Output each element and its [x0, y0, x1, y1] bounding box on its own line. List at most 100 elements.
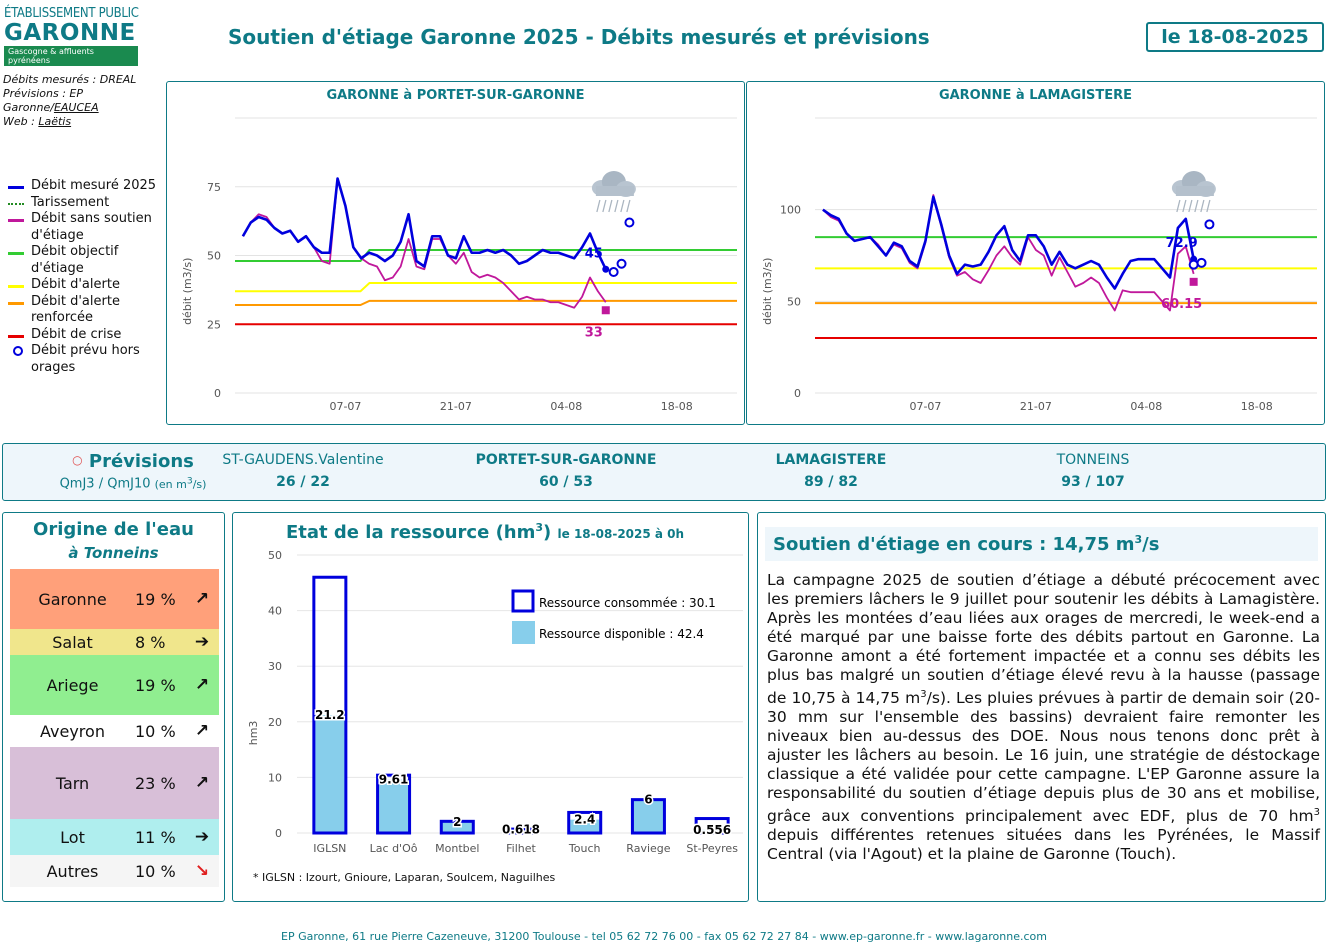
- trend-arrow-icon: ↘: [194, 861, 210, 881]
- source-prev: Prévisions : EP: [3, 87, 83, 100]
- y-tick-label: 30: [268, 660, 282, 673]
- x-tick-label: 18-08: [661, 400, 693, 413]
- x-tick-label: 21-07: [440, 400, 472, 413]
- trend-arrow-icon: ➔: [194, 632, 210, 652]
- trend-arrow-icon: ↗: [194, 675, 210, 695]
- origine-name: Aveyron: [40, 721, 105, 741]
- chart-portet-panel: GARONNE à PORTET-SUR-GARONNE 0 25 50 75 débi…: [166, 81, 745, 425]
- soutien-title-wrap: Soutien d'étiage en cours : 14,75 m3/s: [765, 527, 1318, 561]
- forecast-point: [608, 267, 619, 277]
- y-tick-label: 40: [268, 605, 282, 618]
- previsions-title: Prévisions: [88, 451, 194, 472]
- natural-point: [1189, 277, 1198, 286]
- origine-pct: 19 %: [135, 675, 176, 695]
- bar-consommee: [630, 798, 666, 835]
- ressource-chart: 0 10 20 30 40 50 hm3 21.2 IGLSN 9.61 Lac d'Oô 2 Mont…: [247, 549, 743, 855]
- source-web-prefix: Web :: [3, 115, 39, 128]
- legend-swatch-icon: [8, 277, 24, 293]
- bar-consommee: [376, 773, 412, 835]
- x-tick-label: 18-08: [1241, 400, 1273, 413]
- legend-label: Tarissement: [31, 194, 110, 210]
- natural-value-label: 60.15: [1161, 297, 1202, 312]
- legend-label: Débit prévu hors orages: [31, 343, 140, 375]
- logo-line3: Gascogne & affluents pyrénéens: [4, 46, 138, 66]
- origine-pct: 8 %: [135, 632, 166, 652]
- x-tick-label: 04-08: [550, 400, 582, 413]
- legend-item: Débit objectif d'étiage: [8, 244, 168, 277]
- bar-value-label: 0.618: [502, 823, 540, 837]
- ep-garonne-logo[interactable]: ÉTABLISSEMENT PUBLIC GARONNE Gascogne & …: [4, 6, 140, 70]
- bar-disponible: [696, 829, 729, 833]
- station-value: 60 / 53: [539, 474, 593, 490]
- previsions-station: TONNEINS 93 / 107: [993, 452, 1193, 490]
- chart-lamagistere: 0 50 100 débit (m3/s) 07-07 21-07 04-08 18-08 60…: [761, 117, 1317, 413]
- source-dreal: Débits mesurés : DREAL: [3, 73, 137, 86]
- x-tick-label: IGLSN: [313, 842, 346, 855]
- chart-portet-title: GARONNE à PORTET-SUR-GARONNE: [326, 88, 585, 103]
- natural-value-label: 33: [585, 325, 603, 340]
- origine-row: Garonne 19 % ↗: [10, 569, 219, 629]
- legend-disponible-label: Ressource disponible : 42.4: [539, 627, 704, 641]
- y-axis-label: hm3: [247, 721, 260, 746]
- x-tick-label: Raviege: [626, 842, 670, 855]
- threshold-line: [235, 282, 737, 293]
- x-tick-label: 21-07: [1020, 400, 1052, 413]
- origine-name: Autres: [46, 861, 99, 881]
- eaucea-link[interactable]: EAUCEA: [53, 101, 99, 114]
- series-line: [822, 194, 1195, 312]
- origine-title: Origine de l'eau: [33, 519, 194, 540]
- legend-consommee-label: Ressource consommée : 30.1: [539, 596, 716, 610]
- y-tick-label: 20: [268, 716, 282, 729]
- series-line: [242, 177, 607, 309]
- trend-arrow-icon: ↗: [194, 589, 210, 609]
- previsions-band: ○ Prévisions QmJ3 / QmJ10 (en m3/s) ST-G…: [2, 443, 1326, 501]
- natural-point: [601, 306, 610, 315]
- legend-label: Débit sans soutien d'étiage: [31, 211, 152, 243]
- previsions-unit: QmJ3 / QmJ10: [59, 476, 151, 492]
- data-sources: Débits mesurés : DREAL Prévisions : EP G…: [3, 73, 136, 129]
- bar-value-label: 2.4: [574, 813, 595, 827]
- bar-disponible: [505, 829, 537, 833]
- bar-value-label: 2: [453, 815, 461, 829]
- legend-label: Débit d'alerte: [31, 277, 120, 292]
- y-tick-label: 50: [207, 250, 221, 263]
- x-tick-label: Touch: [568, 842, 601, 855]
- laetis-link[interactable]: Laëtis: [38, 115, 72, 128]
- bar-disponible: [377, 779, 410, 833]
- origine-row: Autres 10 % ↘: [10, 855, 219, 887]
- x-tick-label: 04-08: [1130, 400, 1162, 413]
- series-line: [241, 177, 607, 270]
- bar-consommee: [312, 575, 348, 835]
- bar-consommee: [503, 827, 539, 835]
- legend-item: Débit mesuré 2025: [8, 178, 168, 195]
- y-tick-label: 0: [214, 387, 221, 400]
- trend-arrow-icon: ↗: [194, 773, 210, 793]
- bar-consommee: [567, 810, 603, 835]
- trend-arrow-icon: ➔: [194, 827, 210, 847]
- origine-pct: 11 %: [135, 827, 176, 847]
- bar-disponible: [568, 819, 601, 833]
- forecast-point: [616, 258, 627, 269]
- origine-subtitle: à Tonneins: [68, 544, 159, 562]
- ressource-subtitle: le 18-08-2025 à 0h: [557, 527, 685, 541]
- station-name: LAMAGISTERE: [775, 452, 887, 468]
- page-title: Soutien d'étiage Garonne 2025 - Débits m…: [228, 25, 930, 49]
- origine-name: Tarn: [55, 773, 90, 793]
- legend-swatch-icon: [8, 294, 24, 310]
- x-tick-label: Filhet: [506, 842, 536, 855]
- origine-pct: 23 %: [135, 773, 176, 793]
- station-value: 89 / 82: [804, 474, 858, 490]
- legend-swatch-icon: [8, 244, 24, 260]
- legend-label: Débit objectif d'étiage: [31, 244, 119, 276]
- origine-row: Salat 8 % ➔: [10, 629, 219, 655]
- measured-value-label: 45: [585, 246, 603, 261]
- y-tick-label: 100: [780, 204, 801, 217]
- x-tick-label: 07-07: [329, 400, 361, 413]
- bar-consommee: [694, 817, 730, 835]
- bar-value-label: 9.61: [379, 773, 409, 787]
- origine-name: Garonne: [38, 589, 107, 609]
- origine-name: Lot: [60, 827, 85, 847]
- bar-disponible: [441, 821, 474, 833]
- previsions-header: ○ Prévisions QmJ3 / QmJ10 (en m3/s): [59, 451, 207, 492]
- y-tick-label: 50: [268, 549, 282, 562]
